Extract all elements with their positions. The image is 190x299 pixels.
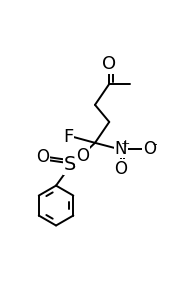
Text: O: O	[102, 55, 116, 73]
Text: S: S	[64, 155, 77, 174]
Text: F: F	[63, 128, 74, 146]
Text: +: +	[121, 139, 130, 150]
Text: O: O	[143, 140, 156, 158]
Text: O: O	[76, 147, 89, 165]
Text: N: N	[114, 140, 127, 158]
Text: -: -	[153, 138, 157, 151]
Text: O: O	[114, 159, 127, 178]
Text: O: O	[36, 148, 49, 166]
